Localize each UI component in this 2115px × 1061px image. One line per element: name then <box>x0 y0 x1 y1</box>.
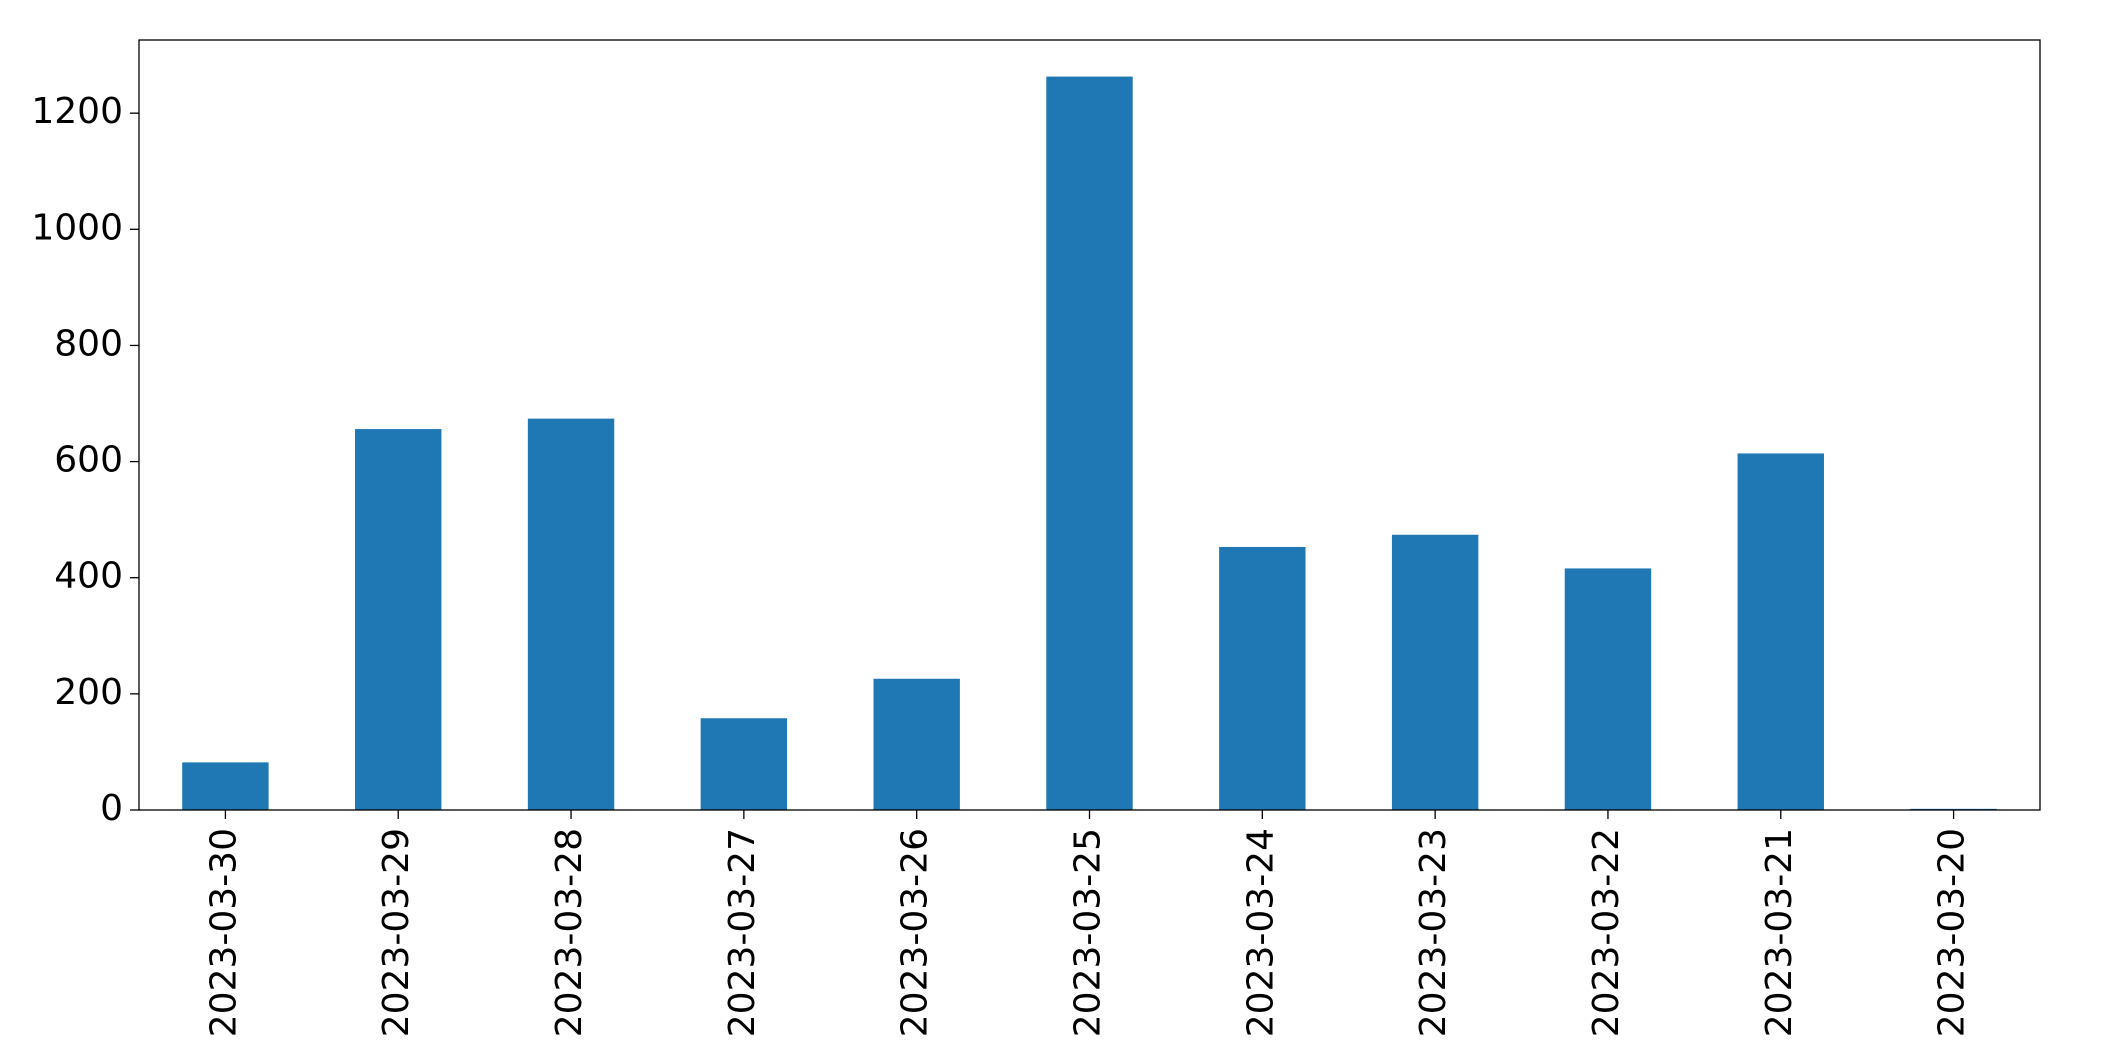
x-tick-label: 2023-03-21 <box>1759 828 1800 1037</box>
x-tick-label: 2023-03-29 <box>376 828 417 1037</box>
x-tick-label: 2023-03-20 <box>1932 828 1973 1037</box>
x-tick-label: 2023-03-24 <box>1240 828 1281 1037</box>
x-tick-label: 2023-03-22 <box>1586 828 1627 1037</box>
bar <box>700 718 788 810</box>
bar <box>1564 568 1652 810</box>
x-tick-label: 2023-03-23 <box>1413 828 1454 1037</box>
x-tick-label: 2023-03-26 <box>895 828 936 1037</box>
y-tick-label: 1200 <box>31 91 123 132</box>
bar <box>355 429 442 810</box>
bar <box>873 678 960 810</box>
x-tick-label: 2023-03-25 <box>1068 828 1109 1037</box>
bar <box>1737 453 1824 810</box>
plot-frame <box>138 39 2041 811</box>
y-tick-label: 1000 <box>31 207 123 248</box>
bar <box>1046 76 1133 810</box>
bar <box>182 762 269 810</box>
y-tick-label: 400 <box>54 556 123 597</box>
x-tick-label: 2023-03-27 <box>722 828 763 1037</box>
bar <box>1219 546 1306 810</box>
y-tick-label: 0 <box>100 788 123 829</box>
x-tick-label: 2023-03-28 <box>549 828 590 1037</box>
y-tick-label: 800 <box>54 323 123 364</box>
x-tick-label: 2023-03-30 <box>203 828 244 1037</box>
y-tick-label: 200 <box>54 672 123 713</box>
y-tick-label: 600 <box>54 440 123 481</box>
bar <box>527 418 615 810</box>
bar <box>1391 534 1479 810</box>
